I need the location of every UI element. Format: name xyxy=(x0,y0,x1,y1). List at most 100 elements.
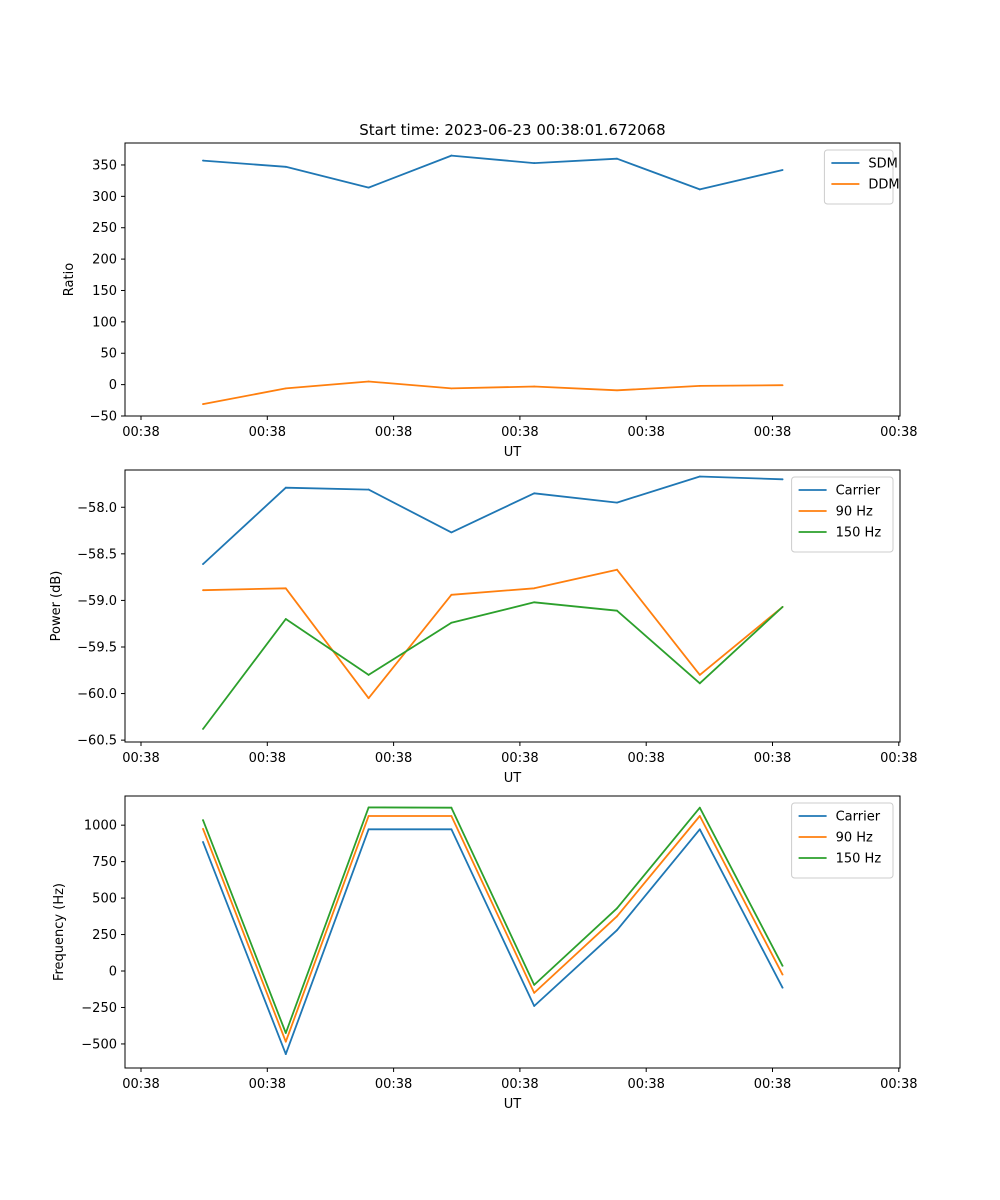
x-tick-label: 00:38 xyxy=(627,425,664,440)
axes-frame xyxy=(124,469,901,743)
series-line xyxy=(202,601,784,730)
data-point xyxy=(616,609,618,612)
data-point xyxy=(781,973,784,976)
legend: Carrier 90 Hz 150 Hz xyxy=(791,476,894,553)
data-point xyxy=(450,387,453,390)
x-tick-label: 00:38 xyxy=(501,425,538,440)
data-point xyxy=(450,531,453,534)
x-tick-label: 00:38 xyxy=(501,1077,538,1092)
y-tick-label: 250 xyxy=(92,928,117,943)
y-tick-label: 150 xyxy=(92,284,117,299)
legend-label: 150 Hz xyxy=(836,526,882,541)
data-point xyxy=(202,563,204,565)
data-point xyxy=(284,387,287,390)
data-point xyxy=(284,165,287,168)
data-point xyxy=(533,587,536,590)
y-tick-label: 0 xyxy=(109,378,117,393)
data-point xyxy=(284,1032,287,1034)
y-axis-label: Power (dB) xyxy=(49,571,64,642)
x-tick-label: 00:38 xyxy=(754,425,791,440)
data-point xyxy=(202,841,204,843)
x-tick-label: 00:38 xyxy=(754,1077,791,1092)
legend-label: 90 Hz xyxy=(836,505,873,520)
x-tick-label: 00:38 xyxy=(375,425,412,440)
data-point xyxy=(616,568,618,571)
data-point xyxy=(202,589,204,592)
series-line xyxy=(202,806,784,1034)
series-line xyxy=(202,828,784,1055)
y-tick-label: −60.0 xyxy=(77,687,117,702)
legend-label: 90 Hz xyxy=(836,831,873,846)
legend-label: DDM xyxy=(868,178,899,193)
data-point xyxy=(781,986,784,989)
data-point xyxy=(367,828,370,831)
data-point xyxy=(202,159,204,162)
data-point xyxy=(616,389,618,392)
series-line xyxy=(202,568,784,700)
legend-label: Carrier xyxy=(836,810,881,825)
data-point xyxy=(616,907,618,910)
series-150-hz xyxy=(202,601,784,730)
data-point xyxy=(367,674,370,676)
chart-title: Start time: 2023-06-23 00:38:01.672068 xyxy=(359,121,665,139)
x-tick-label: 00:38 xyxy=(627,1077,664,1092)
x-tick-label: 00:38 xyxy=(880,751,917,766)
y-tick-label: −59.0 xyxy=(77,594,117,609)
series-90-hz xyxy=(202,815,784,1043)
data-point xyxy=(284,618,287,620)
data-point xyxy=(202,403,204,405)
data-point xyxy=(450,593,453,596)
data-point xyxy=(616,915,618,918)
x-tick-label: 00:38 xyxy=(122,751,159,766)
x-axis-label: UT xyxy=(504,771,522,786)
chart-panel-2: 00:3800:3800:3800:3800:3800:3800:3800:39… xyxy=(49,469,918,786)
data-point xyxy=(698,188,701,191)
data-point xyxy=(450,621,453,624)
x-axis-label: UT xyxy=(504,1097,522,1112)
data-point xyxy=(202,819,204,821)
series-sdm xyxy=(202,154,784,191)
data-point xyxy=(367,697,370,700)
legend-label: Carrier xyxy=(836,484,881,499)
x-tick-label: 00:38 xyxy=(375,751,412,766)
series-line xyxy=(202,380,783,405)
legend-label: SDM xyxy=(868,157,897,172)
x-tick-label: 00:38 xyxy=(249,751,286,766)
data-point xyxy=(616,157,618,160)
y-tick-label: −500 xyxy=(81,1037,117,1052)
data-point xyxy=(533,385,536,388)
y-tick-label: −60.5 xyxy=(77,734,117,749)
data-point xyxy=(781,478,784,481)
y-tick-label: 200 xyxy=(92,253,117,268)
data-point xyxy=(450,154,453,157)
y-tick-label: 750 xyxy=(92,855,117,870)
data-point xyxy=(698,674,701,676)
data-point xyxy=(533,983,536,986)
data-point xyxy=(450,815,453,817)
data-point xyxy=(698,384,701,387)
x-tick-label: 00:38 xyxy=(501,751,538,766)
data-point xyxy=(616,501,618,504)
legend: Carrier 90 Hz 150 Hz xyxy=(791,802,894,879)
x-tick-label: 00:38 xyxy=(122,425,159,440)
series-line xyxy=(202,815,784,1043)
series-carrier xyxy=(202,828,784,1056)
data-point xyxy=(284,1040,287,1043)
y-tick-label: 1000 xyxy=(84,819,117,834)
data-point xyxy=(367,815,370,817)
y-tick-label: 350 xyxy=(92,158,117,173)
data-point xyxy=(781,384,784,387)
data-point xyxy=(781,965,784,967)
chart-panel-1: Start time: 2023-06-23 00:38:01.67206800… xyxy=(62,121,918,460)
data-point xyxy=(284,486,287,489)
data-point xyxy=(450,806,453,809)
legend-label: 150 Hz xyxy=(836,852,882,867)
data-point xyxy=(202,728,204,730)
data-point xyxy=(367,186,370,189)
data-point xyxy=(533,601,536,604)
y-tick-label: 250 xyxy=(92,221,117,236)
legend-box xyxy=(791,476,894,553)
series-150-hz xyxy=(202,806,784,1034)
data-point xyxy=(284,1053,287,1056)
